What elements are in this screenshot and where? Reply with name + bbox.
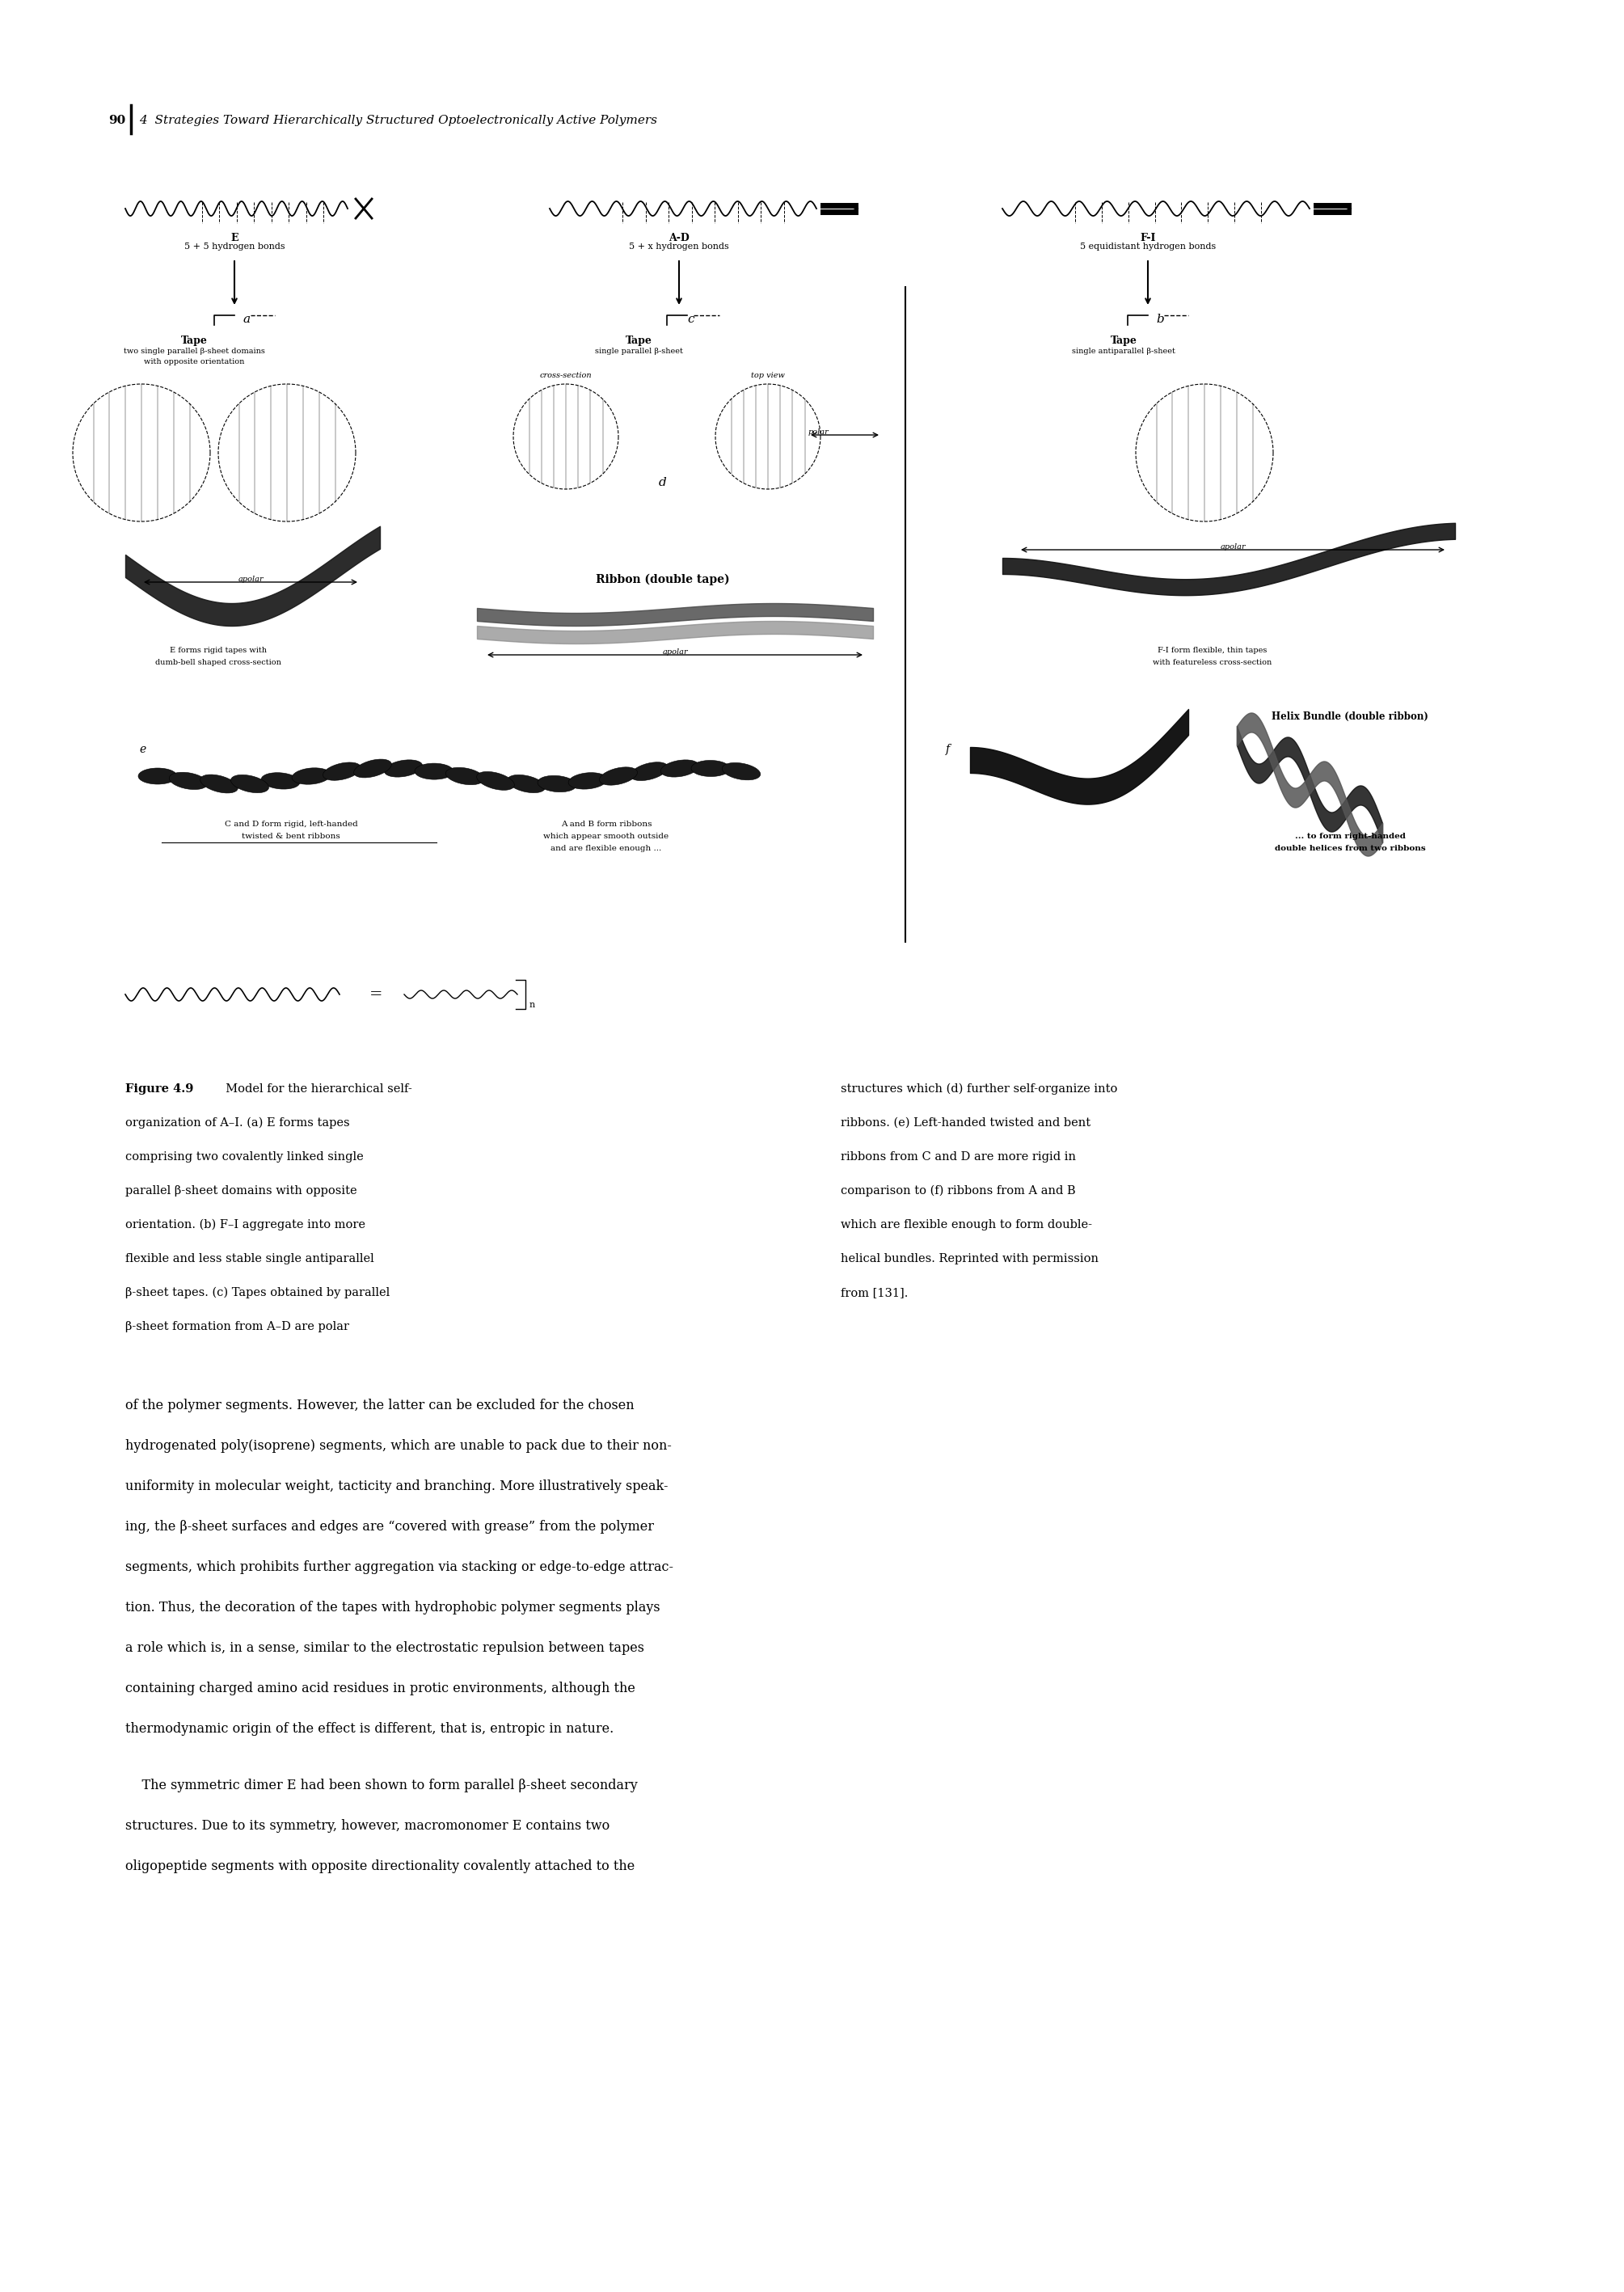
Text: with opposite orientation: with opposite orientation (145, 358, 244, 364)
Text: orientation. (b) F–I aggregate into more: orientation. (b) F–I aggregate into more (125, 1219, 365, 1231)
Ellipse shape (261, 772, 300, 788)
Text: which are flexible enough to form double-: which are flexible enough to form double… (841, 1219, 1091, 1231)
Text: A and B form ribbons: A and B form ribbons (560, 821, 651, 827)
Text: comprising two covalently linked single: comprising two covalently linked single (125, 1151, 364, 1162)
Text: β-sheet tapes. (c) Tapes obtained by parallel: β-sheet tapes. (c) Tapes obtained by par… (125, 1288, 390, 1300)
Ellipse shape (323, 763, 361, 779)
Text: E: E (231, 234, 239, 243)
Text: Tape: Tape (1111, 335, 1137, 346)
Text: hydrogenated poly(isoprene) segments, which are unable to pack due to their non-: hydrogenated poly(isoprene) segments, wh… (125, 1439, 672, 1453)
Text: ... to form right-handed: ... to form right-handed (1294, 832, 1405, 839)
Text: thermodynamic origin of the effect is different, that is, entropic in nature.: thermodynamic origin of the effect is di… (125, 1721, 614, 1735)
Text: apolar: apolar (237, 575, 263, 582)
Text: 90: 90 (109, 115, 125, 126)
Text: 5 + 5 hydrogen bonds: 5 + 5 hydrogen bonds (184, 243, 284, 250)
Text: structures. Due to its symmetry, however, macromonomer E contains two: structures. Due to its symmetry, however… (125, 1820, 609, 1834)
Text: apolar: apolar (663, 649, 689, 656)
Text: Figure 4.9: Figure 4.9 (125, 1084, 193, 1096)
Text: dumb-bell shaped cross-section: dumb-bell shaped cross-section (156, 658, 281, 667)
Text: double helices from two ribbons: double helices from two ribbons (1275, 846, 1426, 853)
Text: b: b (1156, 314, 1164, 325)
Text: twisted & bent ribbons: twisted & bent ribbons (242, 832, 339, 839)
Ellipse shape (507, 775, 546, 793)
Text: single antiparallel β-sheet: single antiparallel β-sheet (1072, 348, 1176, 355)
Text: which appear smooth outside: which appear smooth outside (544, 832, 669, 839)
Text: apolar: apolar (1220, 543, 1246, 550)
Ellipse shape (477, 772, 515, 791)
Text: Tape: Tape (625, 335, 651, 346)
Ellipse shape (231, 775, 270, 793)
Text: A-D: A-D (669, 234, 690, 243)
Text: e: e (140, 745, 146, 754)
Text: and are flexible enough ...: and are flexible enough ... (551, 846, 661, 853)
Ellipse shape (538, 775, 577, 793)
Text: polar: polar (809, 429, 830, 435)
Text: uniformity in molecular weight, tacticity and branching. More illustratively spe: uniformity in molecular weight, tacticit… (125, 1481, 667, 1492)
Text: n: n (529, 1002, 536, 1008)
Ellipse shape (169, 772, 208, 788)
Text: cross-section: cross-section (539, 371, 593, 378)
Text: two single parallel β-sheet domains: two single parallel β-sheet domains (123, 348, 265, 355)
Text: ribbons from C and D are more rigid in: ribbons from C and D are more rigid in (841, 1151, 1077, 1162)
Text: segments, which prohibits further aggregation via stacking or edge-to-edge attra: segments, which prohibits further aggreg… (125, 1561, 674, 1575)
Ellipse shape (414, 763, 453, 779)
Text: a: a (242, 314, 250, 325)
Text: tion. Thus, the decoration of the tapes with hydrophobic polymer segments plays: tion. Thus, the decoration of the tapes … (125, 1600, 659, 1614)
Text: f: f (945, 745, 950, 754)
Text: with featureless cross-section: with featureless cross-section (1153, 658, 1272, 667)
Ellipse shape (354, 759, 391, 777)
Text: of the polymer segments. However, the latter can be excluded for the chosen: of the polymer segments. However, the la… (125, 1398, 635, 1412)
Ellipse shape (568, 772, 607, 788)
Text: Tape: Tape (180, 335, 208, 346)
Text: C and D form rigid, left-handed: C and D form rigid, left-handed (224, 821, 357, 827)
Ellipse shape (630, 763, 667, 782)
Ellipse shape (661, 761, 698, 777)
Text: c: c (687, 314, 693, 325)
Text: =: = (369, 988, 383, 1002)
Ellipse shape (599, 768, 637, 786)
Text: Ribbon (double tape): Ribbon (double tape) (596, 573, 729, 587)
Ellipse shape (200, 775, 239, 793)
Ellipse shape (292, 768, 331, 784)
Text: 5 equidistant hydrogen bonds: 5 equidistant hydrogen bonds (1080, 243, 1216, 250)
Text: d: d (659, 477, 667, 488)
Text: from [131].: from [131]. (841, 1288, 908, 1297)
Text: Helix Bundle (double ribbon): Helix Bundle (double ribbon) (1272, 711, 1429, 722)
Ellipse shape (138, 768, 177, 784)
Text: ribbons. (e) Left-handed twisted and bent: ribbons. (e) Left-handed twisted and ben… (841, 1116, 1091, 1128)
Text: The symmetric dimer E had been shown to form parallel β-sheet secondary: The symmetric dimer E had been shown to … (125, 1779, 638, 1792)
Text: single parallel β-sheet: single parallel β-sheet (594, 348, 682, 355)
Text: top view: top view (750, 371, 784, 378)
Text: E forms rigid tapes with: E forms rigid tapes with (171, 646, 266, 653)
Text: a role which is, in a sense, similar to the electrostatic repulsion between tape: a role which is, in a sense, similar to … (125, 1641, 645, 1655)
Text: organization of A–I. (a) E forms tapes: organization of A–I. (a) E forms tapes (125, 1116, 349, 1130)
Ellipse shape (723, 763, 760, 779)
Text: comparison to (f) ribbons from A and B: comparison to (f) ribbons from A and B (841, 1185, 1075, 1196)
Ellipse shape (385, 761, 422, 777)
Text: parallel β-sheet domains with opposite: parallel β-sheet domains with opposite (125, 1185, 357, 1196)
Text: ing, the β-sheet surfaces and edges are “covered with grease” from the polymer: ing, the β-sheet surfaces and edges are … (125, 1520, 654, 1533)
Text: containing charged amino acid residues in protic environments, although the: containing charged amino acid residues i… (125, 1682, 635, 1696)
Text: oligopeptide segments with opposite directionality covalently attached to the: oligopeptide segments with opposite dire… (125, 1859, 635, 1873)
Text: β-sheet formation from A–D are polar: β-sheet formation from A–D are polar (125, 1320, 349, 1332)
Text: 5 + x hydrogen bonds: 5 + x hydrogen bonds (628, 243, 729, 250)
Text: structures which (d) further self-organize into: structures which (d) further self-organi… (841, 1084, 1117, 1096)
Text: flexible and less stable single antiparallel: flexible and less stable single antipara… (125, 1254, 374, 1265)
Text: helical bundles. Reprinted with permission: helical bundles. Reprinted with permissi… (841, 1254, 1098, 1265)
Ellipse shape (445, 768, 484, 784)
Text: F-I: F-I (1140, 234, 1156, 243)
Text: F-I form flexible, thin tapes: F-I form flexible, thin tapes (1158, 646, 1267, 653)
Text: Model for the hierarchical self-: Model for the hierarchical self- (218, 1084, 412, 1096)
Ellipse shape (692, 761, 729, 777)
Text: 4  Strategies Toward Hierarchically Structured Optoelectronically Active Polymer: 4 Strategies Toward Hierarchically Struc… (140, 115, 658, 126)
